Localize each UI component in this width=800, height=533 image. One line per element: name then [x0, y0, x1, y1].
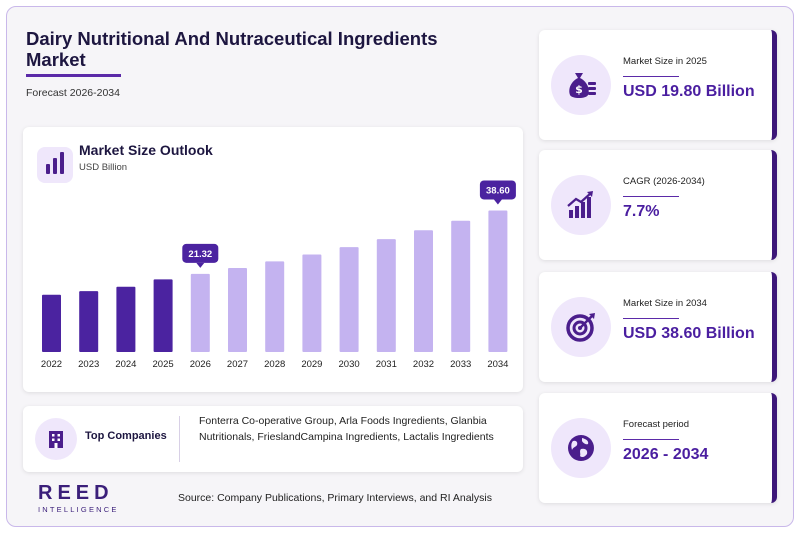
bar-2023 [79, 291, 99, 352]
bar-2034 [488, 210, 508, 352]
x-tick-label: 2033 [450, 359, 471, 370]
logo-main-text: REED [38, 482, 114, 504]
bar-2031 [376, 239, 396, 352]
stat-label: Market Size in 2025 [623, 56, 707, 67]
stat-label: Forecast period [623, 419, 690, 430]
x-tick-label: 2027 [227, 359, 248, 370]
top-companies-label: Top Companies [85, 430, 167, 442]
data-label: 21.32 [188, 249, 212, 260]
svg-text:$: $ [575, 83, 583, 96]
x-tick-label: 2034 [487, 359, 508, 370]
x-tick-label: 2029 [301, 359, 322, 370]
top-companies-card: Top Companies Fonterra Co-operative Grou… [23, 406, 523, 472]
building-icon [35, 418, 77, 460]
stat-value: 7.7% [623, 203, 660, 220]
chart-unit: USD Billion [79, 162, 128, 173]
growth-chart-icon [551, 175, 611, 235]
page-title: Dairy Nutritional And Nutraceutical Ingr… [26, 28, 438, 70]
callout-2026: 21.32 [182, 243, 219, 268]
x-tick-label: 2022 [41, 359, 62, 370]
money-bag-icon: $ [551, 55, 611, 115]
data-label: 38.60 [486, 185, 510, 196]
bar-2029 [302, 254, 322, 352]
bar-2033 [451, 220, 471, 352]
bar-2030 [339, 247, 359, 352]
stat-label: CAGR (2026-2034) [623, 176, 705, 187]
bar-2024 [116, 286, 136, 352]
x-tick-label: 2024 [115, 359, 136, 370]
logo-sub-text: INTELLIGENCE [38, 505, 119, 514]
x-tick-label: 2028 [264, 359, 285, 370]
stat-underline [623, 318, 679, 319]
x-tick-label: 2023 [78, 359, 99, 370]
bar-2022 [42, 294, 61, 352]
stat-value: USD 38.60 Billion [623, 325, 755, 342]
target-icon [551, 297, 611, 357]
bar-2028 [265, 261, 285, 352]
chart-title: Market Size Outlook [79, 142, 213, 158]
bar-2026 [190, 273, 210, 352]
stat-underline [623, 76, 679, 77]
chart-card: Market Size Outlook USD Billion 2022 2023… [23, 127, 523, 392]
stat-label: Market Size in 2034 [623, 298, 707, 309]
stat-card-forecast-period: Forecast period 2026 - 2034 [539, 393, 777, 503]
bar-2027 [228, 268, 247, 352]
globe-icon [551, 418, 611, 478]
source-note: Source: Company Publications, Primary In… [178, 492, 492, 504]
bar-chart-icon [37, 147, 73, 183]
divider [179, 416, 180, 462]
stat-value: USD 19.80 Billion [623, 83, 755, 100]
title-underline [26, 74, 121, 77]
bar-chart: 2022 2023 2024 2025 2026 2027 2028 2029 2030 2031… [41, 180, 516, 370]
callout-2034: 38.60 [479, 180, 516, 205]
bar-2032 [414, 230, 433, 352]
page-subtitle: Forecast 2026-2034 [26, 87, 120, 99]
stat-underline [623, 196, 679, 197]
bar-2025 [153, 279, 173, 352]
x-tick-label: 2025 [153, 359, 174, 370]
stat-underline [623, 439, 679, 440]
stat-card-market-size-2034: Market Size in 2034 USD 38.60 Billion [539, 272, 777, 382]
top-companies-list: Fonterra Co-operative Group, Arla Foods … [199, 415, 494, 443]
stat-card-market-size-2025: $ Market Size in 2025 USD 19.80 Billion [539, 30, 777, 140]
x-tick-label: 2032 [413, 359, 434, 370]
x-tick-label: 2031 [376, 359, 397, 370]
reed-intelligence-logo: REED INTELLIGENCE [38, 483, 119, 514]
stat-card-cagr: CAGR (2026-2034) 7.7% [539, 150, 777, 260]
x-tick-label: 2026 [190, 359, 211, 370]
stat-value: 2026 - 2034 [623, 446, 709, 463]
x-tick-label: 2030 [339, 359, 360, 370]
